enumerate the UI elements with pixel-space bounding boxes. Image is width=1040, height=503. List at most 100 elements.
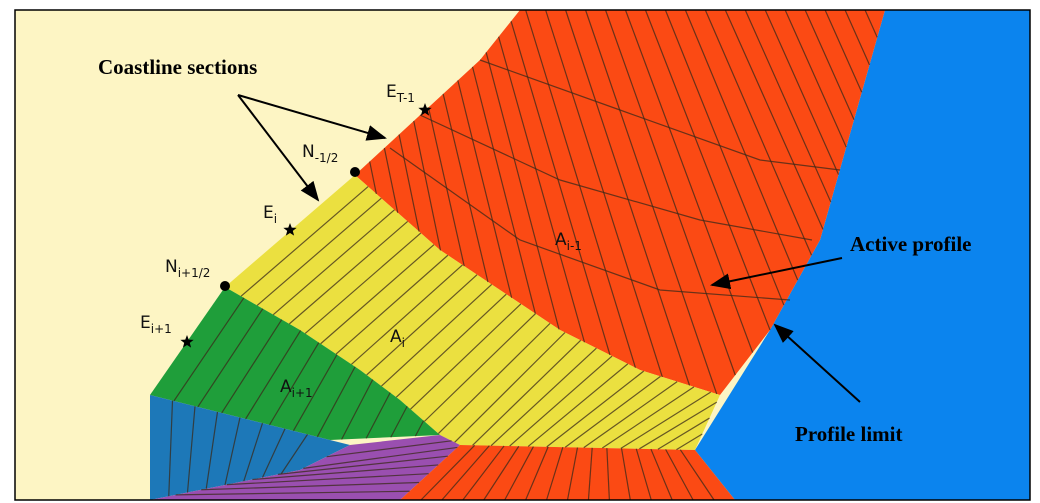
grid-line <box>427 107 465 267</box>
grid-line <box>441 445 490 501</box>
grid-line <box>390 405 408 438</box>
grid-line <box>679 449 715 501</box>
grid-line <box>490 347 597 447</box>
grid-line <box>420 444 476 501</box>
grid-line <box>545 447 564 501</box>
grid-line <box>369 161 377 194</box>
grid-line <box>292 354 338 432</box>
arrow <box>237 94 320 202</box>
grid-line <box>744 9 832 203</box>
grid-line <box>186 406 196 493</box>
grid-line <box>587 447 593 501</box>
node-marker <box>350 167 360 177</box>
grid-line <box>784 9 847 148</box>
grid-line <box>442 93 489 283</box>
grid-line <box>620 391 711 449</box>
grid-line <box>864 9 878 38</box>
arrow <box>237 94 387 141</box>
points <box>180 103 432 348</box>
grid-line <box>243 422 264 482</box>
grid-line <box>288 220 409 325</box>
area-middle <box>225 175 720 450</box>
star-marker <box>180 335 194 348</box>
point-label: N-1/2 <box>302 142 338 165</box>
frame <box>14 9 1031 501</box>
grid-curve <box>419 114 813 241</box>
grid-line <box>620 448 631 501</box>
grid-line <box>764 9 840 175</box>
area-lower <box>150 287 440 440</box>
grid-line <box>398 134 420 232</box>
grid-line <box>277 455 448 475</box>
grid-line <box>639 401 718 450</box>
grid-line <box>504 446 534 501</box>
grid-line <box>272 209 395 316</box>
grid-line <box>201 481 420 491</box>
grid-line <box>471 66 536 314</box>
grid-line <box>584 9 718 395</box>
area-label: Ai-1 <box>555 230 582 253</box>
area-upper <box>355 10 885 395</box>
grid-line <box>256 197 382 306</box>
arrow <box>773 323 861 403</box>
grid-line <box>221 319 283 414</box>
grid-line <box>724 9 824 230</box>
grid-line <box>168 400 174 497</box>
grid-line <box>483 445 520 501</box>
star-marker <box>418 103 432 116</box>
grid-line <box>509 355 613 447</box>
grid-curve <box>389 147 791 301</box>
grid-line <box>564 375 661 448</box>
grid-line <box>546 370 645 448</box>
grid-line <box>684 9 799 281</box>
grid-line <box>410 303 522 410</box>
grid-line <box>381 284 493 387</box>
grid-line <box>365 392 391 439</box>
grid-line <box>824 9 863 93</box>
grid-line <box>604 9 736 376</box>
grid-line <box>383 147 399 213</box>
grid-line <box>676 433 703 451</box>
grid-line <box>437 322 551 435</box>
area-blue <box>150 395 350 500</box>
grid-line <box>351 264 463 365</box>
point-label: Ei <box>263 203 277 226</box>
area-label: Ai <box>390 327 405 350</box>
grid-line <box>335 254 449 355</box>
grid-line <box>545 9 663 378</box>
grid-line <box>341 379 374 440</box>
grid-curve <box>479 59 841 171</box>
grid-line <box>252 464 439 481</box>
grid-line <box>565 9 691 386</box>
grid-line <box>173 297 245 402</box>
grid-line <box>498 36 586 343</box>
grid-line <box>566 447 579 501</box>
grid-line <box>601 386 695 449</box>
point-label: Ei+1 <box>140 313 172 336</box>
grid-line <box>635 448 652 501</box>
grid-line <box>527 363 629 447</box>
grid-line <box>525 446 549 501</box>
grid-line <box>413 120 442 251</box>
area-bottom <box>400 445 735 500</box>
grid-line <box>462 445 505 501</box>
grid <box>168 9 878 501</box>
grid-line <box>414 420 425 437</box>
star-marker <box>283 223 297 236</box>
grid-line <box>240 186 369 297</box>
arrow <box>710 257 843 290</box>
grid-line <box>424 313 536 422</box>
grid-line <box>844 9 871 66</box>
grid-line <box>366 274 478 376</box>
grid-line <box>525 9 637 368</box>
grid-line <box>804 9 855 120</box>
annotation: Profile limit <box>795 422 903 446</box>
grid-line <box>664 9 785 306</box>
annotation: Active profile <box>850 232 972 256</box>
annotation: Coastline sections <box>98 55 257 79</box>
grid-line <box>304 232 422 334</box>
grid-line <box>665 449 694 501</box>
grid-line <box>268 342 320 426</box>
